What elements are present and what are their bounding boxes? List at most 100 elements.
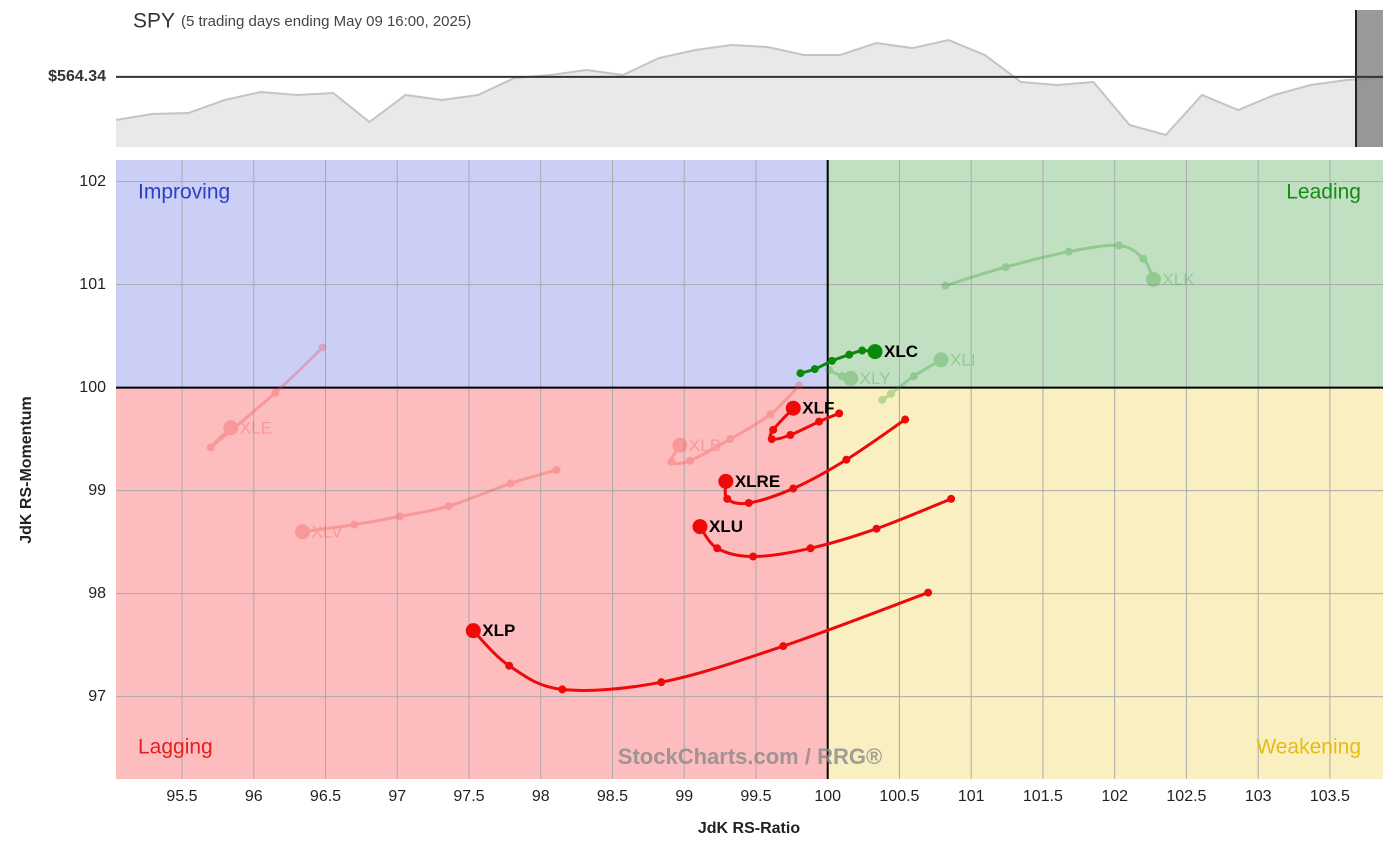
tail-point [835, 409, 844, 418]
tail-point [838, 372, 847, 381]
head-point [465, 623, 481, 639]
x-tick-label: 101.5 [1023, 788, 1063, 805]
y-tick-label: 102 [79, 173, 106, 190]
tail-point [685, 456, 694, 465]
tail-point [901, 415, 910, 424]
tail [944, 243, 1155, 288]
tail-point [769, 425, 778, 434]
tail-point [845, 350, 854, 359]
x-tick-label: 97 [388, 788, 406, 805]
chart-subtitle: (5 trading days ending May 09 16:00, 202… [181, 13, 471, 30]
quadrant [827, 387, 1383, 779]
head-point [223, 420, 239, 436]
x-tick-label: 102 [1101, 788, 1128, 805]
tail [302, 468, 557, 534]
tail [828, 368, 852, 380]
tail-point [505, 661, 514, 670]
tail-point [318, 343, 327, 352]
tail-point [828, 356, 837, 365]
head-point [1145, 271, 1161, 287]
price-area [116, 40, 1383, 148]
tail-point [657, 678, 666, 687]
series: XLY [825, 366, 891, 388]
tail-point [924, 588, 933, 597]
y-tick-label: 100 [79, 379, 106, 396]
tail-point [947, 494, 956, 503]
tail-point [749, 552, 758, 561]
quadrant [116, 387, 828, 779]
tail-point [786, 430, 795, 439]
price-line [115, 39, 1384, 137]
x-tick-label: 99 [675, 788, 693, 805]
x-tick-label: 100.5 [879, 788, 919, 805]
series-label: XLB [689, 436, 721, 455]
series-label: XLC [884, 342, 918, 361]
tail-point [872, 524, 881, 533]
quadrant [827, 160, 1383, 388]
tail-point [552, 466, 561, 475]
tail-point [810, 365, 819, 374]
series: XLB [667, 381, 804, 466]
watermark: StockCharts.com / RRG® [618, 744, 882, 769]
tail-point [558, 685, 567, 694]
tail-point [1114, 241, 1123, 250]
series: XLI [878, 350, 976, 404]
quadrant-label: Leading [1286, 181, 1361, 204]
quadrant-label: Weakening [1256, 736, 1361, 759]
series: XLRE [718, 415, 910, 507]
head-point [843, 370, 859, 386]
tail-point [815, 417, 824, 426]
quadrant-label: Lagging [138, 736, 213, 759]
tail-point [795, 381, 804, 390]
y-tick-label: 98 [88, 585, 106, 602]
tail-point [779, 642, 788, 651]
tail-point [1001, 263, 1010, 272]
tail-point [878, 395, 887, 404]
tail-point [744, 498, 753, 507]
tail-point [723, 494, 732, 503]
y-axis-label: JdK RS-Momentum [18, 396, 35, 544]
tail-point [396, 512, 405, 521]
x-tick-label: 99.5 [740, 788, 771, 805]
tail-point [941, 281, 950, 290]
head-point [295, 524, 311, 540]
series-label: XLE [240, 418, 272, 437]
series: XLF [767, 399, 844, 444]
head-point [785, 400, 801, 416]
series-label: XLY [860, 369, 891, 388]
tail-point [842, 455, 851, 464]
x-tick-label: 96.5 [310, 788, 341, 805]
series: XLC [796, 342, 918, 378]
x-tick-label: 102.5 [1166, 788, 1206, 805]
tail-point [444, 502, 453, 511]
head-point [672, 437, 688, 453]
tail-point [858, 346, 867, 355]
tail-point [667, 457, 676, 466]
date-window [1356, 10, 1383, 147]
tail-point [766, 410, 775, 419]
head-point [718, 473, 734, 489]
tail-point [506, 479, 515, 488]
tail-point [806, 544, 815, 553]
series: XLE [206, 343, 327, 452]
tail-point [789, 484, 798, 493]
tail-point [909, 372, 918, 381]
series-label: XLF [802, 399, 834, 418]
x-tick-label: 101 [958, 788, 985, 805]
chart-title: SPY [133, 10, 175, 33]
series: XLP [465, 588, 933, 694]
head-point [692, 519, 708, 535]
tail-point [726, 435, 735, 444]
tail-point [767, 435, 776, 444]
tail-point [886, 389, 895, 398]
quadrant-label: Improving [138, 181, 230, 204]
tail-point [796, 369, 805, 378]
x-tick-label: 100 [814, 788, 841, 805]
x-tick-label: 96 [245, 788, 263, 805]
tail-point [825, 366, 834, 375]
x-tick-label: 95.5 [166, 788, 197, 805]
series: XLK [941, 241, 1195, 290]
series-label: XLK [1162, 270, 1195, 289]
